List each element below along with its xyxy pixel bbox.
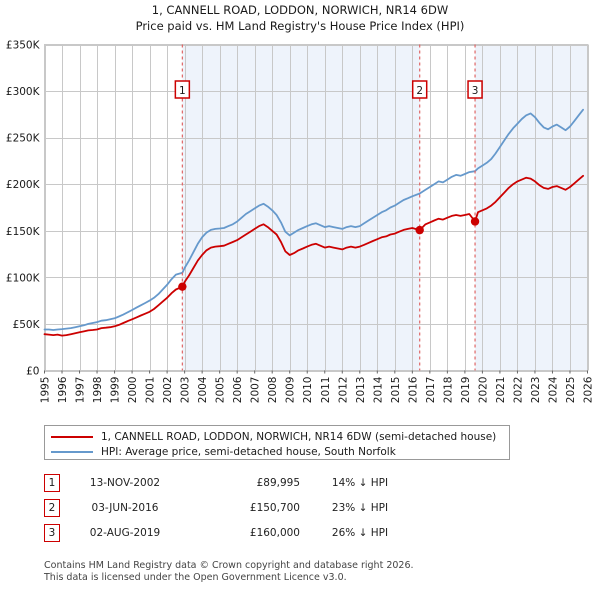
- chart-title-block: 1, CANNELL ROAD, LODDON, NORWICH, NR14 6…: [0, 2, 600, 34]
- page-title: 1, CANNELL ROAD, LODDON, NORWICH, NR14 6…: [151, 3, 449, 17]
- svg-text:2015: 2015: [390, 377, 402, 404]
- table-row[interactable]: 1 13-NOV-2002 £89,995 14% ↓ HPI: [44, 470, 464, 495]
- price-chart-svg: £0 £50K £100K £150K £200K £250K £300K £350K 199…: [6, 40, 595, 404]
- svg-text:2001: 2001: [145, 377, 157, 404]
- txn-index-badge-1: 1: [44, 473, 60, 492]
- svg-text:2011: 2011: [320, 377, 332, 404]
- svg-text:1999: 1999: [110, 377, 122, 404]
- svg-text:2021: 2021: [495, 377, 507, 404]
- svg-text:2016: 2016: [407, 376, 419, 403]
- table-row[interactable]: 2 03-JUN-2016 £150,700 23% ↓ HPI: [44, 495, 464, 520]
- txn-date-1: 13-NOV-2002: [89, 476, 161, 489]
- hold-period-shading: [182, 44, 588, 371]
- txn-price-3: £160,000: [249, 526, 300, 539]
- svg-text:2010: 2010: [302, 377, 314, 404]
- legend-item-hpi: HPI: Average price, semi-detached house,…: [51, 445, 503, 458]
- txn-index-badge-3: 3: [44, 523, 60, 542]
- attribution-line-2: This data is licensed under the Open Gov…: [44, 572, 347, 583]
- y-axis-labels: £0 £50K £100K £150K £200K £250K £300K £350K: [6, 40, 41, 378]
- legend-swatch-hpi: [51, 450, 93, 453]
- txn-hpi-delta-2: 23% ↓ HPI: [331, 501, 389, 514]
- svg-text:£200K: £200K: [6, 179, 41, 191]
- txn-hpi-delta-3: 26% ↓ HPI: [331, 526, 389, 539]
- svg-text:£150K: £150K: [6, 226, 41, 238]
- svg-text:2019: 2019: [460, 377, 472, 404]
- attribution-line-1: Contains HM Land Registry data © Crown c…: [44, 560, 414, 571]
- svg-text:2002: 2002: [162, 377, 174, 404]
- chart-subtitle: Price paid vs. HM Land Registry's House …: [135, 19, 465, 33]
- svg-text:£50K: £50K: [13, 319, 41, 331]
- svg-text:2005: 2005: [215, 377, 227, 404]
- txn-hpi-delta-1: 14% ↓ HPI: [331, 476, 389, 489]
- txn-date-2: 03-JUN-2016: [91, 501, 159, 514]
- gridlines: [44, 44, 589, 372]
- x-axis-labels: 1995 1996 1997 1998 1999 2000 2001 2002 2003 2004…: [40, 370, 595, 404]
- svg-text:2004: 2004: [197, 376, 209, 403]
- svg-text:2009: 2009: [285, 377, 297, 404]
- chart-legend: 1, CANNELL ROAD, LODDON, NORWICH, NR14 6…: [44, 425, 510, 460]
- svg-text:£300K: £300K: [6, 86, 41, 98]
- svg-text:2018: 2018: [442, 377, 454, 404]
- svg-text:2024: 2024: [547, 376, 559, 403]
- svg-text:£100K: £100K: [6, 272, 41, 284]
- svg-text:1: 1: [179, 85, 186, 97]
- svg-text:2: 2: [416, 85, 423, 97]
- txn-index-badge-2: 2: [44, 498, 60, 517]
- svg-text:2007: 2007: [250, 377, 262, 404]
- svg-text:2013: 2013: [355, 377, 367, 404]
- svg-text:1997: 1997: [75, 377, 87, 404]
- svg-text:2026: 2026: [583, 376, 595, 403]
- txn-date-3: 02-AUG-2019: [89, 526, 161, 539]
- legend-swatch-price-paid: [51, 435, 93, 438]
- svg-text:2006: 2006: [232, 376, 244, 403]
- svg-text:2000: 2000: [127, 377, 139, 404]
- svg-text:2012: 2012: [337, 377, 349, 404]
- plot-border: [44, 44, 588, 371]
- txn-price-2: £150,700: [249, 501, 300, 514]
- svg-text:2025: 2025: [565, 377, 577, 404]
- svg-text:1998: 1998: [92, 377, 104, 404]
- svg-text:2003: 2003: [180, 377, 192, 404]
- txn-price-1: £89,995: [256, 476, 300, 489]
- svg-text:2017: 2017: [425, 377, 437, 404]
- svg-text:2020: 2020: [477, 377, 489, 404]
- svg-text:£350K: £350K: [6, 40, 41, 52]
- svg-text:£250K: £250K: [6, 133, 41, 145]
- svg-text:2008: 2008: [267, 377, 279, 404]
- svg-text:2014: 2014: [372, 376, 384, 403]
- transactions-table: 1 13-NOV-2002 £89,995 14% ↓ HPI 2 03-JUN…: [44, 470, 464, 545]
- legend-item-price-paid: 1, CANNELL ROAD, LODDON, NORWICH, NR14 6…: [51, 430, 503, 443]
- svg-text:£0: £0: [26, 366, 39, 378]
- legend-label-price-paid: 1, CANNELL ROAD, LODDON, NORWICH, NR14 6…: [101, 430, 497, 443]
- svg-text:1995: 1995: [40, 377, 52, 404]
- svg-text:1996: 1996: [57, 376, 69, 403]
- svg-text:2022: 2022: [512, 377, 524, 404]
- attribution-footer: Contains HM Land Registry data © Crown c…: [44, 560, 584, 584]
- transaction-markers[interactable]: 1 2 3: [174, 44, 483, 371]
- legend-label-hpi: HPI: Average price, semi-detached house,…: [101, 445, 396, 458]
- svg-text:3: 3: [472, 85, 479, 97]
- series-lines: [43, 108, 584, 337]
- table-row[interactable]: 3 02-AUG-2019 £160,000 26% ↓ HPI: [44, 520, 464, 545]
- svg-text:2023: 2023: [530, 377, 542, 404]
